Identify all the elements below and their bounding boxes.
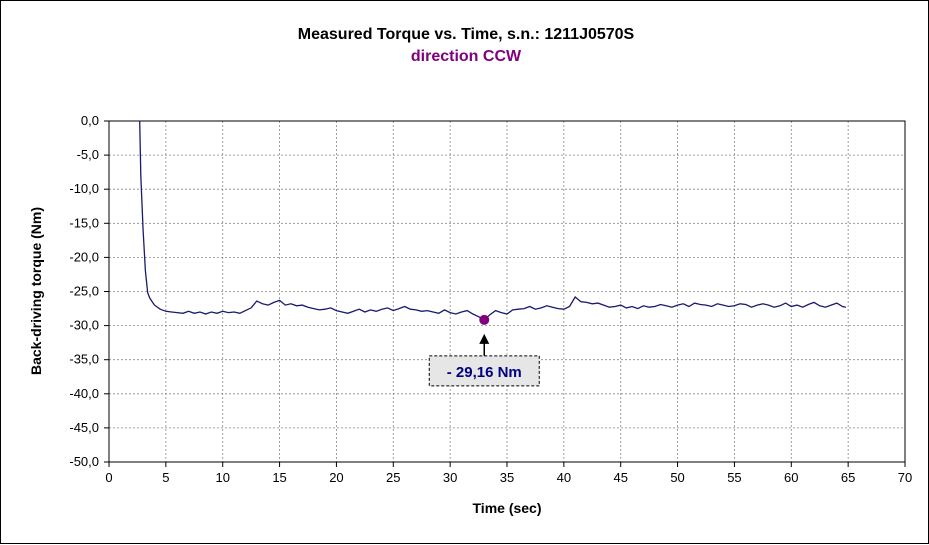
x-tick-label: 20 [329,470,343,485]
x-tick-label: 0 [105,470,112,485]
y-tick-label: -25,0 [69,284,99,299]
min-marker [479,314,490,325]
y-tick-labels: 0,0 -5,0 -10,0 -15,0 -20,0 -25,0 -30,0 -35,0 -40… [69,113,99,469]
x-tick-label: 35 [500,470,514,485]
callout-arrowhead [479,333,490,344]
x-tick-label: 30 [443,470,457,485]
y-tick-label: -45,0 [69,420,99,435]
callout-box [428,355,540,387]
axis-ticks [104,120,906,467]
y-tick-label: -50,0 [69,454,99,469]
y-tick-label: -5,0 [77,147,99,162]
x-tick-label: 65 [841,470,855,485]
y-tick-label: -30,0 [69,318,99,333]
y-tick-label: 0,0 [81,113,99,128]
x-tick-label: 55 [727,470,741,485]
chart-subtitle: direction CCW [411,48,522,65]
series-line [139,120,847,321]
x-tick-label: 10 [215,470,229,485]
y-tick-label: -15,0 [69,215,99,230]
x-tick-label: 60 [784,470,798,485]
x-tick-label: 45 [613,470,627,485]
chart-title: Measured Torque vs. Time, s.n.: 1211J057… [298,26,635,43]
x-tick-label: 15 [272,470,286,485]
y-tick-label: -40,0 [69,386,99,401]
y-tick-label: -35,0 [69,352,99,367]
x-tick-label: 5 [162,470,169,485]
x-tick-labels: 0 5 10 15 20 25 30 35 40 45 50 55 60 65 70 [105,470,912,485]
callout-label: - 29,16 Nm [447,364,522,381]
x-tick-label: 70 [898,470,912,485]
grid-lines [109,121,905,462]
x-axis-label: Time (sec) [473,500,542,516]
y-tick-label: -20,0 [69,249,99,264]
x-tick-label: 40 [557,470,571,485]
x-tick-label: 25 [386,470,400,485]
y-tick-label: -10,0 [69,181,99,196]
x-tick-label: 50 [670,470,684,485]
y-axis-label: Back-driving torque (Nm) [28,207,44,375]
